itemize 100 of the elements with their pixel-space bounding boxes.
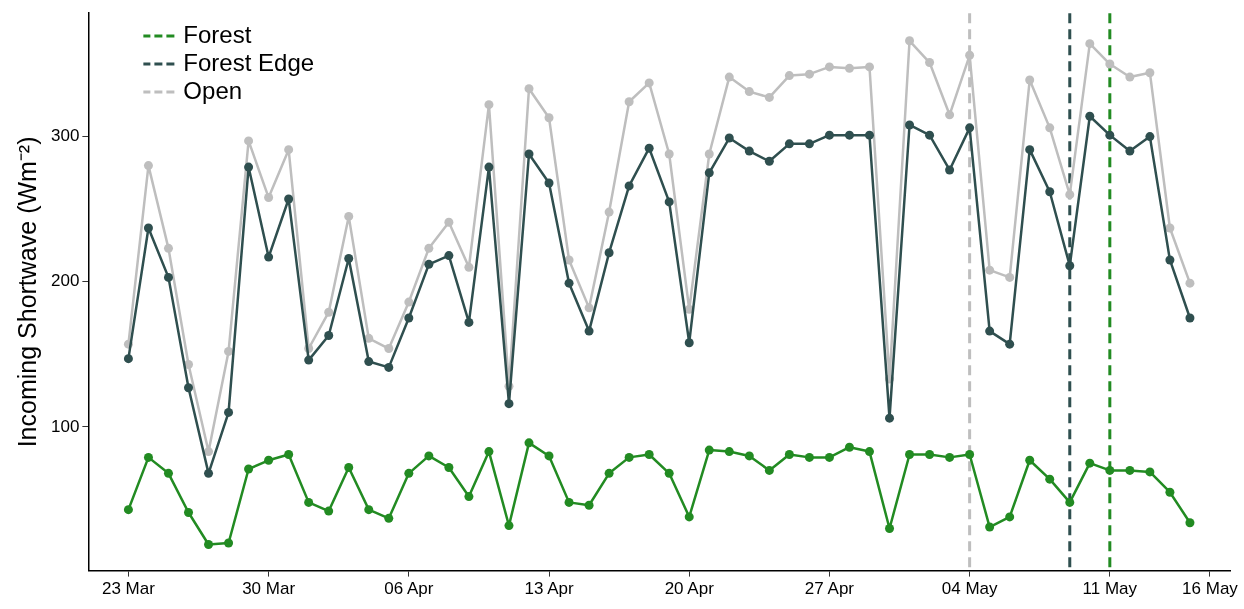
point bbox=[364, 505, 374, 515]
point bbox=[965, 449, 975, 459]
point bbox=[424, 243, 434, 253]
point bbox=[864, 130, 874, 140]
x-tick-label: 23 Mar bbox=[101, 579, 156, 599]
point bbox=[905, 36, 915, 46]
point bbox=[604, 248, 614, 258]
point bbox=[544, 178, 554, 188]
point bbox=[404, 468, 414, 478]
point bbox=[905, 120, 915, 130]
point bbox=[824, 62, 834, 72]
x-tick-label: 11 May bbox=[1082, 579, 1138, 599]
point bbox=[844, 442, 854, 452]
point bbox=[1145, 132, 1155, 142]
point bbox=[504, 521, 514, 531]
x-tick-label: 20 Apr bbox=[664, 579, 715, 599]
y-tick-label: 200 bbox=[50, 271, 80, 291]
point bbox=[844, 130, 854, 140]
point bbox=[945, 110, 955, 120]
point bbox=[504, 399, 514, 409]
point bbox=[404, 297, 414, 307]
point bbox=[143, 223, 153, 233]
point bbox=[184, 508, 194, 518]
point bbox=[1045, 187, 1055, 197]
point bbox=[284, 449, 294, 459]
point bbox=[644, 78, 654, 88]
point bbox=[624, 452, 634, 462]
x-tick-label: 13 Apr bbox=[524, 579, 574, 599]
point bbox=[304, 497, 314, 507]
point bbox=[1065, 190, 1075, 200]
point bbox=[1085, 39, 1095, 49]
point bbox=[1105, 465, 1115, 475]
point bbox=[624, 181, 634, 191]
point bbox=[464, 317, 474, 327]
point bbox=[864, 447, 874, 457]
point bbox=[564, 497, 574, 507]
point bbox=[524, 84, 534, 94]
point bbox=[444, 463, 454, 473]
point bbox=[484, 100, 494, 110]
point bbox=[684, 512, 694, 522]
point bbox=[624, 97, 634, 107]
point bbox=[484, 162, 494, 172]
point bbox=[1025, 455, 1035, 465]
point bbox=[1145, 68, 1155, 78]
point bbox=[604, 468, 614, 478]
point bbox=[885, 413, 895, 423]
point bbox=[744, 451, 754, 461]
point bbox=[143, 161, 153, 171]
point bbox=[704, 149, 714, 159]
point bbox=[644, 143, 654, 153]
x-tick-label: 06 Apr bbox=[384, 579, 434, 599]
point bbox=[1085, 111, 1095, 121]
point bbox=[684, 338, 694, 348]
point bbox=[524, 438, 534, 448]
point bbox=[384, 344, 394, 354]
point bbox=[1185, 313, 1195, 323]
point bbox=[324, 506, 334, 516]
point bbox=[604, 207, 614, 217]
point bbox=[564, 278, 574, 288]
point bbox=[1065, 261, 1075, 271]
point bbox=[224, 538, 234, 548]
point bbox=[985, 265, 995, 275]
point bbox=[664, 468, 674, 478]
point bbox=[264, 252, 274, 262]
point bbox=[143, 452, 153, 462]
point bbox=[1005, 272, 1015, 282]
point bbox=[384, 362, 394, 372]
point bbox=[925, 130, 935, 140]
point bbox=[664, 149, 674, 159]
point bbox=[344, 254, 354, 264]
point bbox=[404, 313, 414, 323]
point bbox=[244, 136, 254, 146]
point bbox=[284, 194, 294, 204]
point bbox=[1045, 123, 1055, 133]
point bbox=[324, 330, 334, 340]
point bbox=[344, 463, 354, 473]
point bbox=[444, 217, 454, 227]
point bbox=[764, 465, 774, 475]
point bbox=[1105, 130, 1115, 140]
point bbox=[704, 168, 714, 178]
point bbox=[1065, 497, 1075, 507]
point bbox=[284, 145, 294, 155]
point bbox=[204, 468, 214, 478]
point bbox=[1165, 223, 1175, 233]
point bbox=[123, 354, 133, 364]
point bbox=[965, 123, 975, 133]
point bbox=[324, 307, 334, 317]
point bbox=[524, 149, 534, 159]
point bbox=[364, 357, 374, 367]
point bbox=[584, 500, 594, 510]
point bbox=[945, 165, 955, 175]
point bbox=[724, 447, 734, 457]
point bbox=[1125, 146, 1135, 156]
point bbox=[804, 452, 814, 462]
point bbox=[1005, 339, 1015, 349]
point bbox=[724, 133, 734, 143]
point bbox=[644, 449, 654, 459]
legend-label: Forest Edge bbox=[183, 48, 315, 76]
point bbox=[544, 451, 554, 461]
point bbox=[1105, 59, 1115, 69]
